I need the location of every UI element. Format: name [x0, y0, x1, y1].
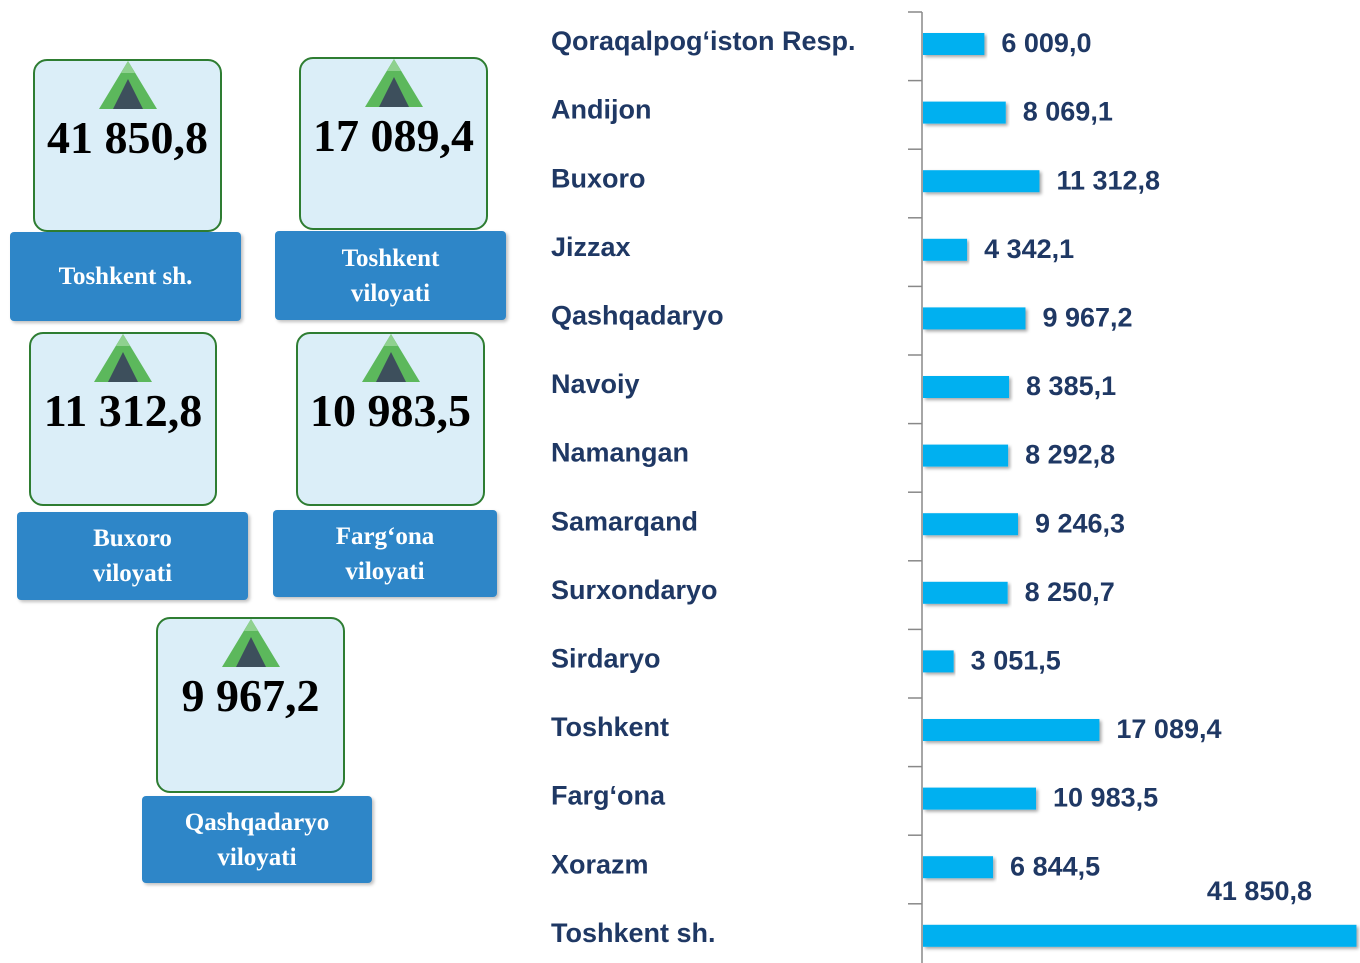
category-label: Buxoro: [551, 163, 646, 193]
category-label: Sirdaryo: [551, 644, 661, 674]
value-label: 17 089,4: [1116, 714, 1221, 744]
bar: [923, 238, 968, 261]
value-label: 9 967,2: [1042, 303, 1132, 333]
value-label: 41 850,8: [1207, 876, 1312, 906]
bar: [923, 856, 994, 879]
category-label: Navoiy: [551, 369, 640, 399]
bar: [923, 719, 1100, 741]
card-label: Farg‘ona viloyati: [273, 510, 497, 597]
category-label: Namangan: [551, 438, 689, 468]
bar: [923, 444, 1009, 467]
card: 41 850,8: [33, 59, 222, 232]
value-label: 8 069,1: [1023, 97, 1113, 127]
value-label: 8 385,1: [1026, 371, 1116, 401]
card-value: 11 312,8: [43, 385, 203, 436]
up-icon: [98, 61, 157, 109]
bar: [923, 170, 1040, 193]
card-value: 9 967,2: [181, 670, 320, 721]
bar: [923, 307, 1026, 330]
up-icon: [94, 334, 152, 382]
up-icon: [221, 619, 280, 667]
card-label: Toshkent sh.: [10, 232, 241, 321]
card-value: 10 983,5: [310, 385, 471, 436]
bar: [923, 924, 1357, 947]
bar: [923, 787, 1037, 810]
value-label: 8 250,7: [1025, 577, 1115, 607]
value-label: 11 312,8: [1056, 165, 1160, 195]
card-value: 17 089,4: [313, 110, 474, 161]
bar: [923, 33, 985, 55]
category-label: Toshkent: [551, 712, 669, 742]
bar: [923, 513, 1018, 536]
value-label: 6 009,0: [1001, 28, 1091, 58]
card: 10 983,5: [296, 332, 485, 506]
category-label: Toshkent sh.: [551, 918, 716, 948]
value-label: 3 051,5: [971, 646, 1061, 676]
card-value: 41 850,8: [47, 112, 208, 163]
category-label: Qoraqalpog‘iston Resp.: [551, 26, 856, 56]
bar: [923, 650, 954, 673]
category-label: Samarqand: [551, 506, 698, 536]
card: 17 089,4: [299, 57, 488, 230]
bar: [923, 101, 1006, 124]
card-label: Toshkent viloyati: [275, 231, 506, 320]
category-label: Andijon: [551, 95, 651, 125]
category-label: Jizzax: [551, 232, 631, 262]
bar: [923, 581, 1008, 604]
card: 9 967,2: [156, 617, 345, 793]
category-label: Farg‘ona: [551, 781, 666, 811]
card-label: Qashqadaryo viloyati: [142, 796, 372, 883]
value-label: 10 983,5: [1053, 783, 1158, 813]
category-label: Xorazm: [551, 849, 649, 879]
category-label: Surxondaryo: [551, 575, 718, 605]
value-label: 9 246,3: [1035, 508, 1125, 538]
up-icon: [364, 59, 423, 107]
card-label: Buxoro viloyati: [17, 512, 248, 600]
card: 11 312,8: [29, 332, 217, 506]
value-label: 4 342,1: [984, 234, 1074, 264]
up-icon: [361, 334, 420, 382]
value-label: 6 844,5: [1010, 851, 1100, 881]
bar: [923, 376, 1010, 398]
value-label: 8 292,8: [1025, 440, 1115, 470]
category-label: Qashqadaryo: [551, 301, 724, 331]
